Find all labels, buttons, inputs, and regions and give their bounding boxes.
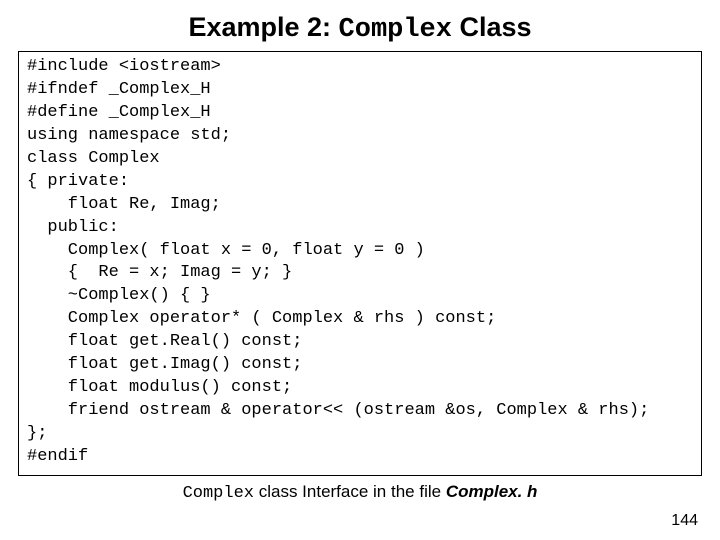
title-pre: Example 2: [188,12,338,42]
page-number: 144 [671,512,698,530]
code-line-5: { private: [27,172,129,191]
code-line-6: float Re, Imag; [27,195,221,214]
code-line-15: friend ostream & operator<< (ostream &os… [27,401,649,420]
code-line-1: #ifndef _Complex_H [27,80,211,99]
caption-mono: Complex [183,484,254,503]
code-line-0: #include <iostream> [27,57,221,76]
code-line-12: float get.Real() const; [27,332,302,351]
code-line-8: Complex( float x = 0, float y = 0 ) [27,241,425,260]
title-mono: Complex [339,15,452,45]
caption: Complex class Interface in the file Comp… [18,482,702,503]
caption-mid: class Interface in the file [254,482,446,501]
title-post: Class [452,12,532,42]
code-line-9: { Re = x; Imag = y; } [27,263,292,282]
code-line-14: float modulus() const; [27,378,292,397]
code-line-4: class Complex [27,149,160,168]
code-line-17: #endif [27,447,88,466]
code-line-16: }; [27,424,47,443]
slide: Example 2: Complex Class #include <iostr… [0,0,720,540]
slide-title: Example 2: Complex Class [18,12,702,45]
code-line-13: float get.Imag() const; [27,355,302,374]
code-box: #include <iostream> #ifndef _Complex_H #… [18,51,702,476]
caption-filename: Complex. h [446,482,538,501]
code-line-2: #define _Complex_H [27,103,211,122]
code-line-7: public: [27,218,119,237]
code-line-3: using namespace std; [27,126,231,145]
code-line-11: Complex operator* ( Complex & rhs ) cons… [27,309,496,328]
code-line-10: ~Complex() { } [27,286,211,305]
